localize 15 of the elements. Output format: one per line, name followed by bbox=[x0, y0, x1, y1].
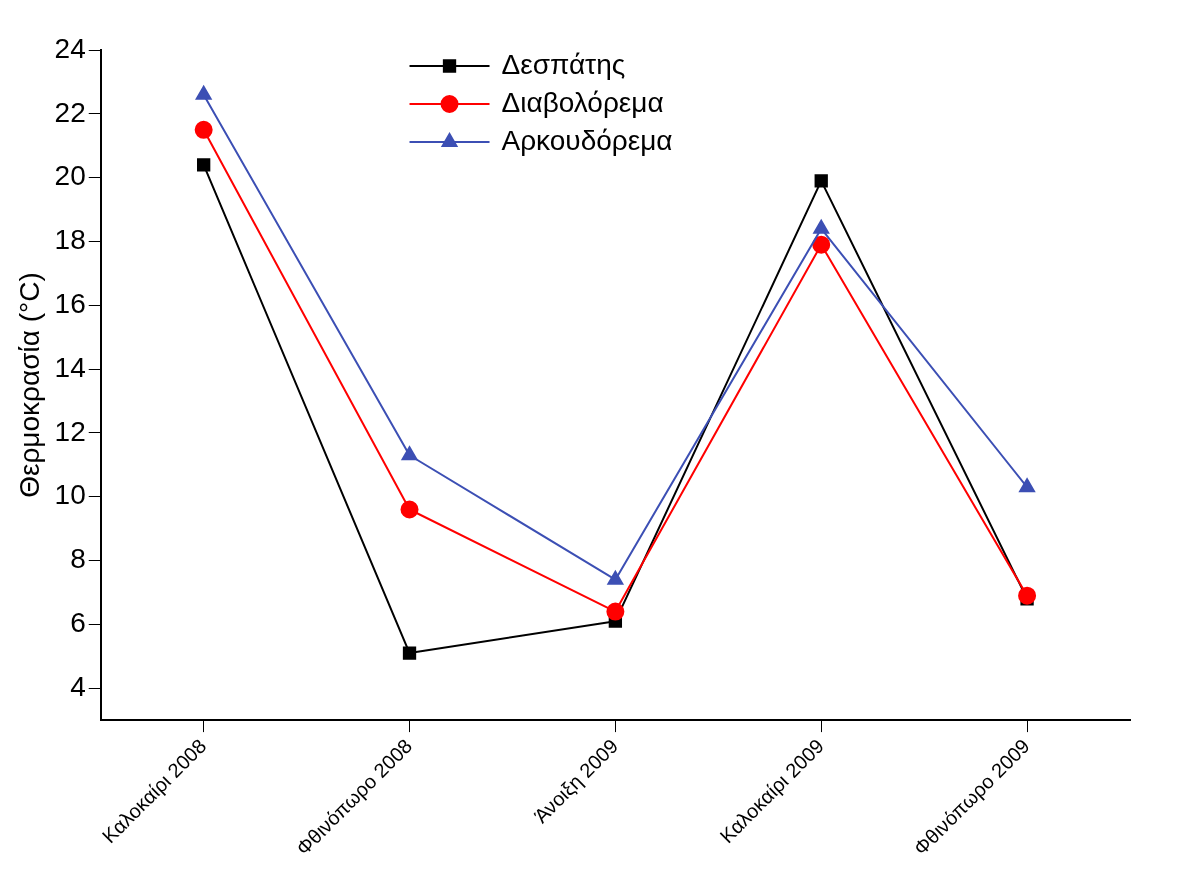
y-tick-label: 20 bbox=[54, 160, 86, 192]
y-tick-label: 22 bbox=[54, 96, 86, 128]
y-axis-title: Θερμοκρασία (°C) bbox=[13, 272, 45, 498]
y-tick-label: 24 bbox=[54, 32, 86, 64]
y-tick-label: 10 bbox=[54, 479, 86, 511]
y-tick-label: 14 bbox=[54, 351, 86, 383]
legend-label: Διαβολόρεμα bbox=[501, 86, 664, 118]
y-tick-label: 16 bbox=[54, 288, 86, 319]
legend-label: Αρκουδόρεμα bbox=[501, 124, 673, 156]
y-tick-label: 6 bbox=[70, 607, 86, 639]
legend-label: Δεσπάτης bbox=[501, 48, 626, 80]
y-tick-label: 4 bbox=[70, 670, 86, 702]
y-tick-label: 18 bbox=[54, 224, 86, 256]
y-tick-label: 12 bbox=[54, 415, 86, 447]
y-tick-label: 8 bbox=[70, 543, 86, 575]
